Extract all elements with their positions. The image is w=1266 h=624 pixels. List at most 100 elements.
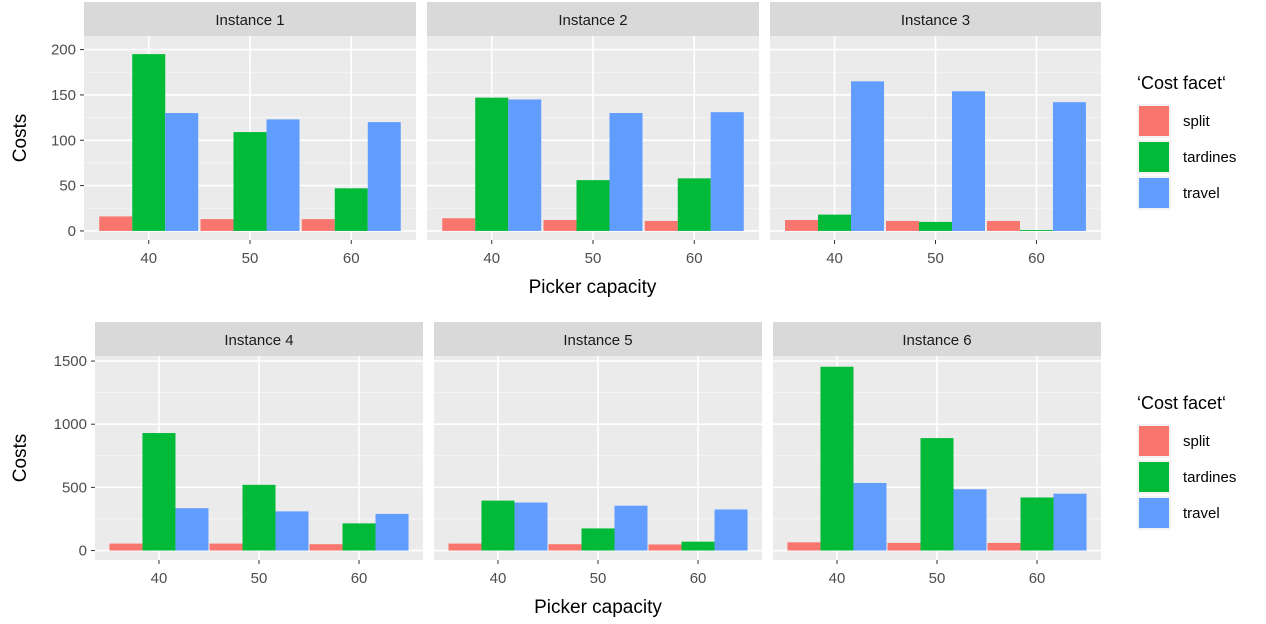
bar-tardines — [342, 523, 376, 551]
bar-travel — [175, 508, 209, 551]
bar-tardines — [481, 500, 515, 551]
bar-tardines — [142, 433, 176, 551]
y-tick-label: 0 — [68, 223, 76, 240]
y-tick-label: 100 — [51, 132, 76, 149]
facet-strip — [427, 2, 759, 36]
y-axis-title: Costs — [10, 114, 31, 163]
facet-strip — [434, 322, 762, 356]
facet-title: Instance 2 — [558, 12, 627, 29]
y-tick-label: 50 — [59, 178, 76, 195]
bar-tardines — [132, 54, 166, 231]
bar-split — [109, 543, 143, 551]
bar-split — [99, 216, 133, 231]
bar-tardines — [475, 97, 509, 231]
bar-travel — [851, 81, 885, 231]
legend-swatch-split — [1139, 106, 1169, 136]
facet-panel: Instance 1 40 50 60 — [84, 2, 416, 267]
bar-split — [986, 220, 1020, 231]
y-tick-label: 1000 — [54, 416, 87, 433]
bar-travel — [710, 112, 744, 231]
y-tick-label: 150 — [51, 87, 76, 104]
bar-tardines — [581, 528, 615, 551]
legend-label: travel — [1183, 185, 1220, 202]
y-axis-title: Costs — [10, 434, 31, 483]
bar-split — [309, 544, 343, 551]
bar-tardines — [1019, 230, 1053, 231]
bar-travel — [609, 113, 643, 231]
facet-title: Instance 1 — [215, 12, 284, 29]
facet-strip — [84, 2, 416, 36]
bar-split — [648, 544, 682, 551]
legend-label: split — [1183, 113, 1211, 130]
bar-tardines — [677, 178, 711, 231]
legend-label: tardines — [1183, 149, 1236, 166]
bar-tardines — [1020, 497, 1054, 551]
bar-tardines — [919, 221, 952, 231]
x-tick-label: 60 — [1028, 250, 1045, 267]
legend-swatch-tardines — [1139, 142, 1169, 172]
bar-split — [442, 218, 476, 231]
facet-panel: Instance 6 40 50 60 — [773, 322, 1101, 587]
y-tick-label: 0 — [79, 543, 87, 560]
bar-travel — [1053, 493, 1087, 551]
bar-travel — [275, 511, 309, 551]
bar-travel — [614, 505, 648, 551]
bar-split — [548, 544, 582, 551]
bar-travel — [266, 119, 300, 231]
bar-split — [301, 219, 335, 231]
bar-split — [644, 220, 678, 231]
y-tick-label: 200 — [51, 42, 76, 59]
bar-tardines — [576, 180, 610, 231]
facet-strip — [773, 322, 1101, 356]
bar-travel — [367, 122, 401, 231]
bar-travel — [853, 482, 887, 551]
legend-swatch-split — [1139, 426, 1169, 456]
facet-panel: Instance 2 40 50 60 — [427, 2, 759, 267]
legend-swatch-tardines — [1139, 462, 1169, 492]
x-tick-label: 60 — [351, 570, 368, 587]
bar-tardines — [681, 541, 715, 551]
bar-travel — [375, 513, 409, 551]
bar-tardines — [820, 366, 854, 551]
facet-panel: Instance 5 40 50 60 — [434, 322, 762, 587]
facet-strip — [95, 322, 423, 356]
bar-split — [200, 219, 234, 231]
bar-tardines — [818, 214, 852, 231]
x-tick-label: 50 — [251, 570, 268, 587]
bar-split — [886, 220, 919, 231]
bar-tardines — [242, 484, 276, 551]
x-tick-label: 60 — [1029, 570, 1046, 587]
x-tick-label: 60 — [343, 250, 360, 267]
legend-title: ‘Cost facet‘ — [1137, 73, 1226, 93]
bar-split — [785, 220, 819, 231]
legend-label: tardines — [1183, 469, 1236, 486]
facet-title: Instance 3 — [901, 12, 970, 29]
facet-panel: Instance 3 40 50 60 — [770, 2, 1101, 267]
bar-travel — [514, 502, 548, 551]
bar-travel — [1052, 102, 1086, 231]
bar-split — [448, 543, 482, 551]
x-tick-label: 60 — [686, 250, 703, 267]
bar-travel — [165, 113, 199, 231]
bar-tardines — [334, 188, 368, 231]
bar-travel — [508, 99, 542, 231]
x-tick-label: 50 — [927, 250, 944, 267]
legend-title: ‘Cost facet‘ — [1137, 393, 1226, 413]
x-axis-title: Picker capacity — [534, 597, 662, 618]
x-tick-label: 40 — [826, 250, 843, 267]
bar-tardines — [920, 438, 954, 551]
x-tick-label: 50 — [242, 250, 259, 267]
facet-strip — [770, 2, 1101, 36]
x-tick-label: 40 — [490, 570, 507, 587]
bar-travel — [714, 509, 748, 551]
bar-tardines — [233, 132, 267, 231]
bar-split — [887, 542, 921, 551]
legend: ‘Cost facet‘ split tardines travel — [1137, 73, 1236, 210]
bar-travel — [953, 489, 987, 551]
x-tick-label: 50 — [585, 250, 602, 267]
x-tick-label: 50 — [590, 570, 607, 587]
facet-title: Instance 5 — [563, 332, 632, 349]
x-tick-label: 40 — [151, 570, 168, 587]
